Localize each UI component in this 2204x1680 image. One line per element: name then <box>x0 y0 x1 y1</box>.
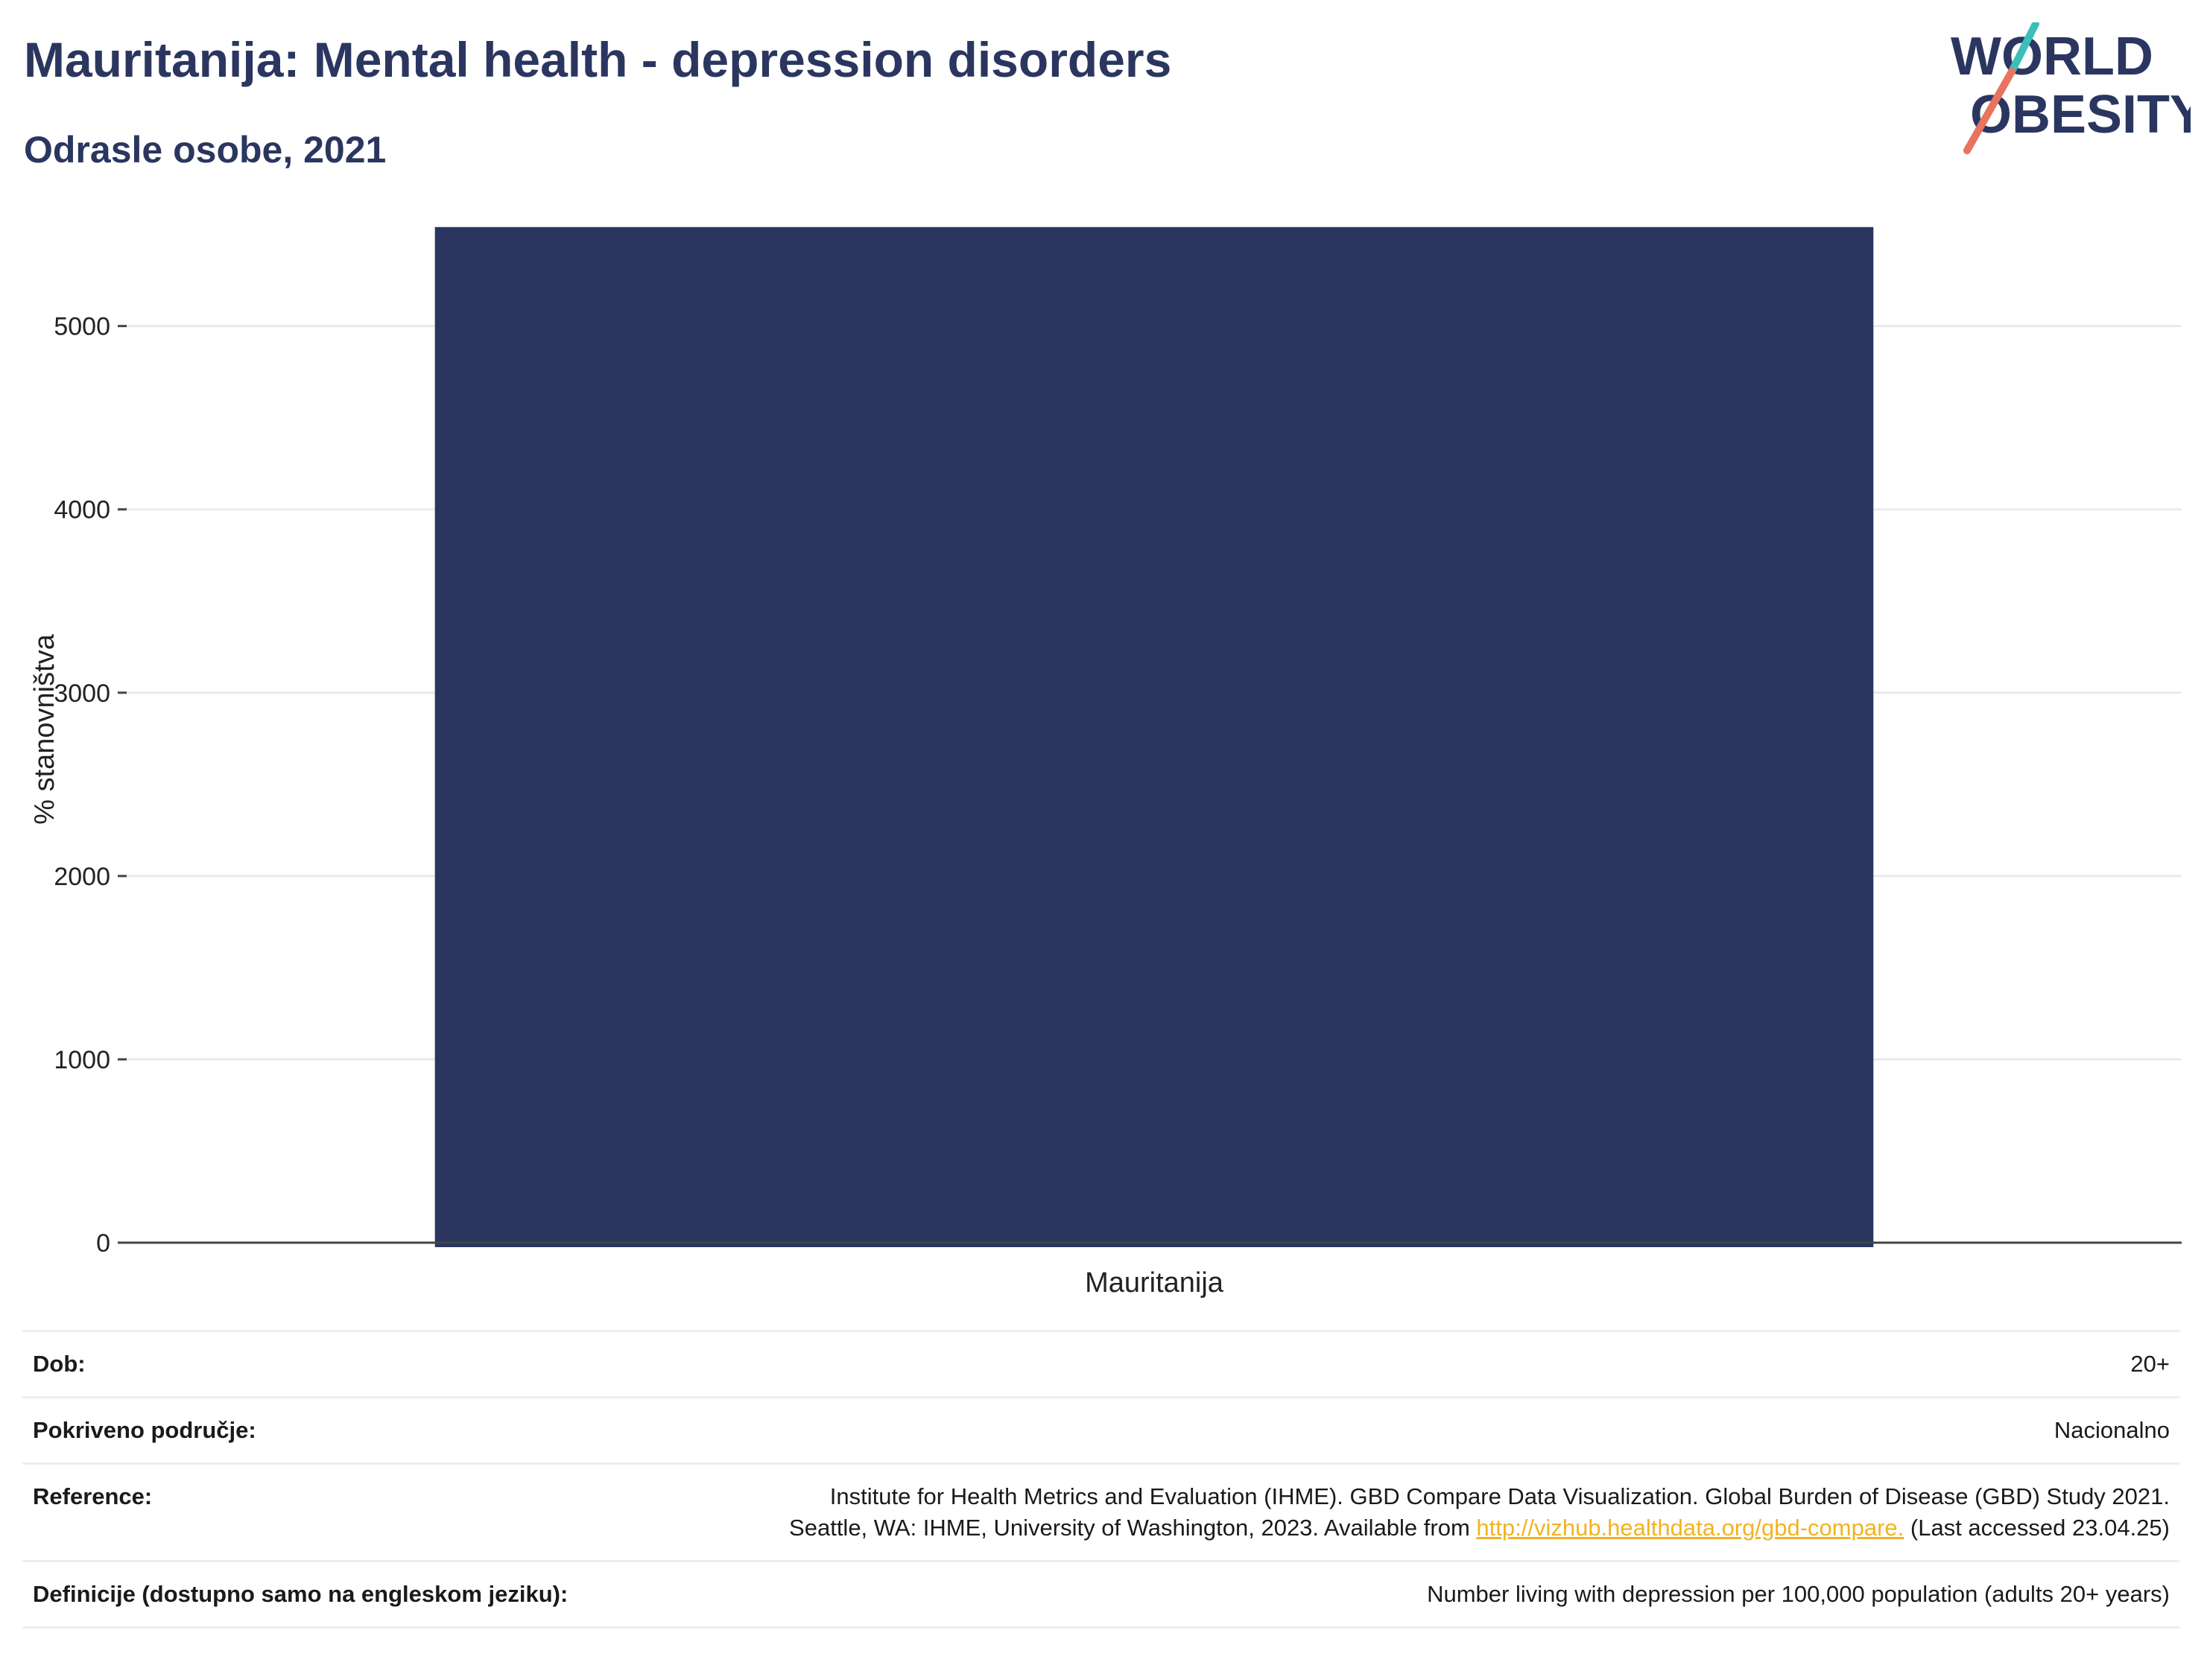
y-tick-label: 3000 <box>54 679 110 708</box>
logo-slash-coral <box>1963 68 2015 154</box>
y-tick-label: 0 <box>96 1229 110 1258</box>
y-tick-label: 1000 <box>54 1046 110 1074</box>
meta-row-coverage: Pokriveno područje: Nacionalno <box>22 1396 2180 1464</box>
meta-value-reference: Institute for Health Metrics and Evaluat… <box>580 1462 2180 1562</box>
bars <box>434 226 1874 1247</box>
bar[interactable] <box>434 226 1874 1247</box>
meta-value-definition: Number living with depression per 100,00… <box>580 1560 2180 1629</box>
reference-line-2-pre: Seattle, WA: IHME, University of Washing… <box>789 1515 1477 1541</box>
y-tick-label: 4000 <box>54 496 110 524</box>
meta-value-age: 20+ <box>580 1330 2180 1398</box>
bar-chart: 0 1000 2000 3000 4000 5000 Mauritanija % stano… <box>29 226 2182 1299</box>
axes: 0 1000 2000 3000 4000 5000 Mauritanija <box>54 313 2182 1299</box>
chart-subtitle: Odrasle osobe, 2021 <box>24 129 387 171</box>
chart-title: Mauritanija: Mental health - depression … <box>24 32 1172 87</box>
meta-label-age: Dob: <box>22 1330 580 1398</box>
meta-label-coverage: Pokriveno područje: <box>22 1396 580 1464</box>
meta-value-coverage: Nacionalno <box>580 1396 2180 1464</box>
reference-line-2-post: (Last accessed 23.04.25) <box>1904 1515 2170 1541</box>
y-tick-label: 5000 <box>54 313 110 341</box>
reference-link[interactable]: http://vizhub.healthdata.org/gbd-compare… <box>1476 1515 1904 1541</box>
x-tick-label: Mauritanija <box>1085 1267 1224 1299</box>
logo-slash-teal <box>2008 22 2039 75</box>
meta-row-definition: Definicije (dostupno samo na engleskom j… <box>22 1560 2180 1629</box>
y-axis-title: % stanovništva <box>29 633 60 824</box>
logo-text-world: WORLD <box>1951 27 2153 86</box>
y-tick-label: 2000 <box>54 863 110 891</box>
meta-label-definition: Definicije (dostupno samo na engleskom j… <box>22 1560 580 1629</box>
meta-row-reference: Reference: Institute for Health Metrics … <box>22 1462 2180 1562</box>
world-obesity-logo: WORLD OBESITY <box>1951 22 2191 154</box>
logo-text-obesity: OBESITY <box>1970 85 2191 145</box>
meta-label-reference: Reference: <box>22 1462 580 1562</box>
metadata-table: Dob: 20+ Pokriveno područje: Nacionalno … <box>22 1330 2180 1629</box>
reference-line-1: Institute for Health Metrics and Evaluat… <box>829 1483 2170 1509</box>
meta-row-age: Dob: 20+ <box>22 1330 2180 1398</box>
